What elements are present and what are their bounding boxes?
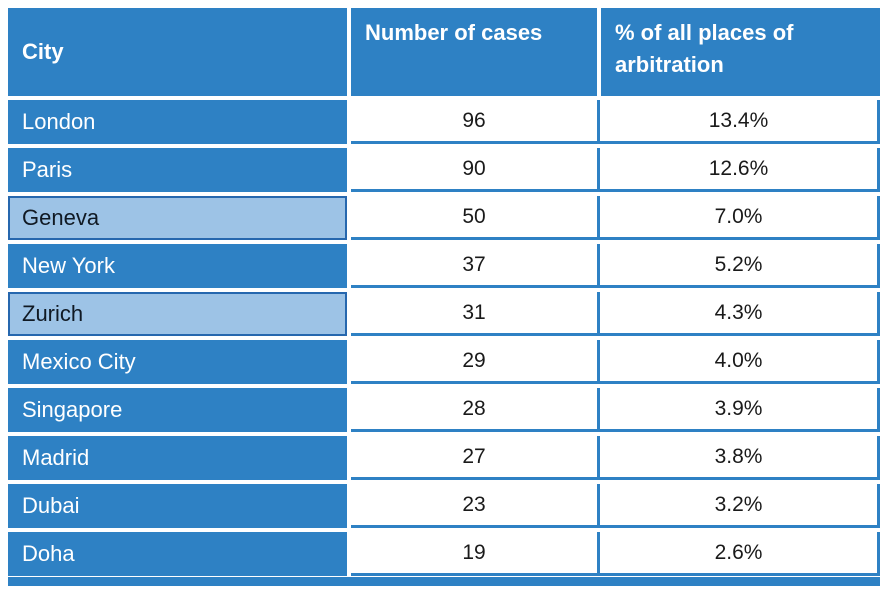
city-cell: Zurich xyxy=(8,292,347,336)
city-cell: London xyxy=(8,100,347,144)
table-bottom-border xyxy=(8,577,880,586)
table-row-madrid: Madrid 27 3.8% xyxy=(8,436,880,480)
cases-cell: 28 xyxy=(351,388,597,432)
cases-cell: 19 xyxy=(351,532,597,576)
city-cell: Madrid xyxy=(8,436,347,480)
table-body: London 96 13.4% Paris 90 12.6% Geneva 50… xyxy=(8,100,880,576)
percent-cell: 12.6% xyxy=(597,148,880,192)
cases-cell: 23 xyxy=(351,484,597,528)
table-row-paris: Paris 90 12.6% xyxy=(8,148,880,192)
column-header-number-of-cases: Number of cases xyxy=(347,8,597,100)
cases-cell: 29 xyxy=(351,340,597,384)
cases-cell: 50 xyxy=(351,196,597,240)
table-header-row: City Number of cases % of all places of … xyxy=(8,8,880,100)
table-row-dubai: Dubai 23 3.2% xyxy=(8,484,880,528)
percent-cell: 3.9% xyxy=(597,388,880,432)
cases-cell: 96 xyxy=(351,100,597,144)
city-cell: Doha xyxy=(8,532,347,576)
table-row-doha: Doha 19 2.6% xyxy=(8,532,880,576)
city-cell: Paris xyxy=(8,148,347,192)
percent-cell: 2.6% xyxy=(597,532,880,576)
percent-cell: 3.2% xyxy=(597,484,880,528)
table-row-singapore: Singapore 28 3.9% xyxy=(8,388,880,432)
percent-cell: 13.4% xyxy=(597,100,880,144)
table-row-zurich: Zurich 31 4.3% xyxy=(8,292,880,336)
percent-cell: 3.8% xyxy=(597,436,880,480)
city-cell: Geneva xyxy=(8,196,347,240)
city-cell: Singapore xyxy=(8,388,347,432)
cases-cell: 31 xyxy=(351,292,597,336)
percent-cell: 7.0% xyxy=(597,196,880,240)
column-header-percent-of-places: % of all places of arbitration xyxy=(597,8,880,100)
city-cell: Mexico City xyxy=(8,340,347,384)
percent-cell: 5.2% xyxy=(597,244,880,288)
table-row-geneva: Geneva 50 7.0% xyxy=(8,196,880,240)
table-row-london: London 96 13.4% xyxy=(8,100,880,144)
cases-cell: 90 xyxy=(351,148,597,192)
table-row-new-york: New York 37 5.2% xyxy=(8,244,880,288)
cases-cell: 27 xyxy=(351,436,597,480)
city-cell: Dubai xyxy=(8,484,347,528)
percent-cell: 4.3% xyxy=(597,292,880,336)
arbitration-table: City Number of cases % of all places of … xyxy=(8,8,880,586)
percent-cell: 4.0% xyxy=(597,340,880,384)
cases-cell: 37 xyxy=(351,244,597,288)
table-row-mexico-city: Mexico City 29 4.0% xyxy=(8,340,880,384)
city-cell: New York xyxy=(8,244,347,288)
column-header-city: City xyxy=(8,8,347,100)
